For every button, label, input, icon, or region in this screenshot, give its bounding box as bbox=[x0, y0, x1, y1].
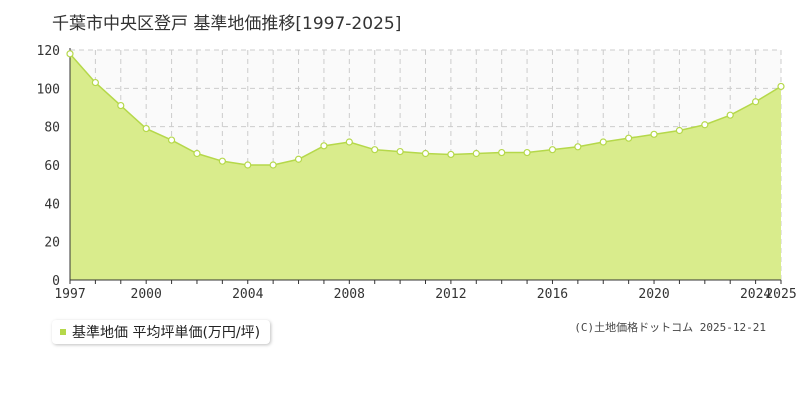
data-point bbox=[66, 50, 74, 58]
y-tick-label: 100 bbox=[37, 82, 60, 97]
data-point bbox=[91, 78, 99, 87]
data-point bbox=[472, 149, 480, 158]
y-tick-label: 40 bbox=[44, 197, 60, 212]
data-point bbox=[294, 155, 303, 163]
x-tick-label: 2020 bbox=[638, 287, 669, 302]
data-point bbox=[320, 142, 328, 150]
data-point bbox=[269, 161, 277, 169]
x-tick-label: 2024 bbox=[740, 287, 771, 302]
x-tick-label: 2012 bbox=[435, 287, 466, 302]
legend-swatch bbox=[60, 329, 66, 335]
data-point bbox=[193, 149, 201, 158]
data-point bbox=[421, 149, 430, 158]
x-tick-label: 2008 bbox=[334, 287, 365, 302]
y-tick-label: 60 bbox=[44, 159, 60, 174]
data-point bbox=[371, 146, 379, 154]
data-point bbox=[675, 126, 684, 135]
y-tick-label: 120 bbox=[37, 44, 60, 59]
data-point bbox=[599, 138, 607, 146]
data-point bbox=[244, 161, 252, 169]
data-point bbox=[142, 124, 150, 133]
x-tick-label: 2016 bbox=[537, 287, 568, 302]
data-point bbox=[167, 136, 176, 144]
legend-label: 基準地価 平均坪単価(万円/坪) bbox=[72, 325, 261, 341]
data-point bbox=[117, 101, 125, 110]
data-point bbox=[650, 130, 658, 138]
data-point bbox=[625, 134, 633, 142]
x-tick-label: 2000 bbox=[131, 287, 162, 302]
axes bbox=[69, 48, 782, 284]
data-point bbox=[701, 121, 709, 129]
x-tick-label: 2025 bbox=[765, 287, 796, 302]
x-tick-label: 1997 bbox=[54, 287, 85, 302]
credit-text: (C)土地価格ドットコム 2025-12-21 bbox=[574, 321, 766, 334]
data-point bbox=[777, 82, 785, 91]
data-point bbox=[498, 148, 506, 157]
chart-title: 千葉市中央区登戸 基準地価推移[1997-2025] bbox=[52, 14, 401, 34]
y-tick-label: 0 bbox=[52, 274, 60, 289]
data-point bbox=[548, 146, 557, 154]
data-point bbox=[447, 150, 455, 159]
data-points bbox=[66, 50, 785, 169]
y-tick-label: 20 bbox=[44, 236, 60, 251]
data-point bbox=[396, 147, 404, 156]
x-tick-label: 2004 bbox=[232, 287, 263, 302]
series-area-fill bbox=[70, 53, 781, 281]
data-point bbox=[218, 157, 226, 165]
data-point bbox=[345, 138, 353, 146]
legend: 基準地価 平均坪単価(万円/坪) bbox=[52, 320, 271, 344]
data-point bbox=[752, 98, 760, 106]
tick-labels: 0 20 40 60 80 100 120 1997 2000 2004 2008 2012 2016 2… bbox=[37, 44, 797, 302]
data-point bbox=[523, 148, 531, 157]
y-tick-label: 80 bbox=[44, 121, 60, 136]
data-point bbox=[726, 111, 734, 119]
data-point bbox=[574, 143, 582, 151]
